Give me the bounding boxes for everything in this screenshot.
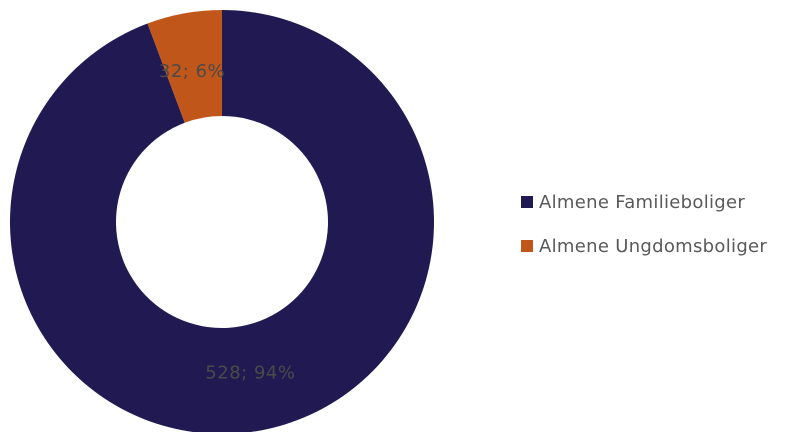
data-label-familieboliger: 528; 94% — [205, 362, 295, 383]
data-label-ungdomsboliger: 32; 6% — [159, 61, 225, 82]
legend-item-familieboliger: Almene Familieboliger — [521, 188, 767, 216]
legend-item-ungdomsboliger: Almene Ungdomsboliger — [521, 232, 767, 260]
legend-swatch-familieboliger — [521, 196, 533, 208]
legend-label-familieboliger: Almene Familieboliger — [539, 191, 746, 213]
chart-legend: Almene Familieboliger Almene Ungdomsboli… — [521, 188, 767, 276]
slice-familieboliger — [10, 10, 434, 432]
legend-swatch-ungdomsboliger — [521, 240, 533, 252]
legend-label-ungdomsboliger: Almene Ungdomsboliger — [539, 235, 768, 257]
slice-ungdomsboliger — [147, 10, 222, 123]
